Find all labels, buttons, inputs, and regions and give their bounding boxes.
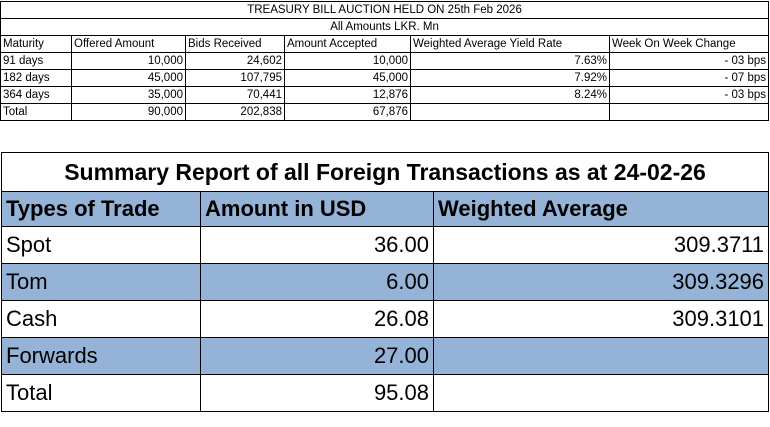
table-row: Total 90,000 202,838 67,876 [0, 103, 770, 121]
fx-header-row: Types of Trade Amount in USD Weighted Av… [1, 191, 770, 227]
table-cell: Tom [1, 263, 201, 301]
table-cell: 364 days [0, 86, 72, 104]
table-cell: 90,000 [71, 103, 186, 121]
table-cell [608, 103, 770, 121]
table-cell: 27.00 [200, 337, 434, 375]
tbill-subtitle-row: All Amounts LKR. Mn [0, 18, 770, 36]
table-cell: 309.3711 [432, 226, 770, 264]
table-row: Spot 36.00 309.3711 [1, 226, 770, 264]
table-row: Tom 6.00 309.3296 [1, 263, 770, 301]
table-cell: - 03 bps [608, 52, 770, 70]
table-cell: 309.3296 [432, 263, 770, 301]
table-row: 91 days 10,000 24,602 10,000 7.63% - 03 … [0, 52, 770, 70]
table-cell: Spot [1, 226, 201, 264]
table-cell: 309.3101 [432, 300, 770, 338]
table-cell: 182 days [0, 69, 72, 87]
column-header: Types of Trade [1, 191, 201, 227]
table-cell: - 03 bps [608, 86, 770, 104]
tbill-header-row: Maturity Offered Amount Bids Received Am… [0, 35, 770, 53]
column-header: Maturity [0, 35, 72, 53]
column-header: Week On Week Change [608, 35, 770, 53]
table-cell: 36.00 [200, 226, 434, 264]
table-cell: - 07 bps [608, 69, 770, 87]
column-header: Bids Received [185, 35, 285, 53]
tbill-subtitle: All Amounts LKR. Mn [0, 18, 770, 36]
table-cell: 24,602 [185, 52, 285, 70]
table-cell: 7.63% [410, 52, 610, 70]
table-cell: 202,838 [185, 103, 285, 121]
table-cell: 67,876 [284, 103, 411, 121]
table-cell: 8.24% [410, 86, 610, 104]
column-header: Offered Amount [71, 35, 186, 53]
table-cell: Total [0, 103, 72, 121]
table-cell: 10,000 [284, 52, 411, 70]
table-cell: Total [1, 374, 201, 412]
table-cell: 70,441 [185, 86, 285, 104]
table-row: Total 95.08 [1, 374, 770, 412]
table-cell: 12,876 [284, 86, 411, 104]
table-cell: 7.92% [410, 69, 610, 87]
table-cell: 45,000 [284, 69, 411, 87]
table-cell: 35,000 [71, 86, 186, 104]
table-cell: 26.08 [200, 300, 434, 338]
table-cell: 6.00 [200, 263, 434, 301]
table-cell: 10,000 [71, 52, 186, 70]
column-header: Weighted Average Yield Rate [410, 35, 610, 53]
table-cell: 95.08 [200, 374, 434, 412]
table-row: 364 days 35,000 70,441 12,876 8.24% - 03… [0, 86, 770, 104]
fx-title: Summary Report of all Foreign Transactio… [0, 152, 770, 192]
column-header: Weighted Average [432, 191, 770, 227]
tbill-title-row: TREASURY BILL AUCTION HELD ON 25th Feb 2… [0, 1, 770, 19]
treasury-bill-table: TREASURY BILL AUCTION HELD ON 25th Feb 2… [0, 1, 770, 121]
table-cell: 91 days [0, 52, 72, 70]
fx-title-row: Summary Report of all Foreign Transactio… [0, 152, 770, 192]
foreign-transactions-table: Summary Report of all Foreign Transactio… [0, 152, 770, 412]
table-cell [432, 374, 770, 412]
table-cell: 45,000 [71, 69, 186, 87]
table-cell: Forwards [1, 337, 201, 375]
table-cell [410, 103, 610, 121]
table-row: Forwards 27.00 [1, 337, 770, 375]
table-cell: 107,795 [185, 69, 285, 87]
column-header: Amount Accepted [284, 35, 411, 53]
tbill-title: TREASURY BILL AUCTION HELD ON 25th Feb 2… [0, 1, 770, 19]
table-row: Cash 26.08 309.3101 [1, 300, 770, 338]
column-header: Amount in USD [200, 191, 434, 227]
table-cell [432, 337, 770, 375]
table-cell: Cash [1, 300, 201, 338]
table-row: 182 days 45,000 107,795 45,000 7.92% - 0… [0, 69, 770, 87]
